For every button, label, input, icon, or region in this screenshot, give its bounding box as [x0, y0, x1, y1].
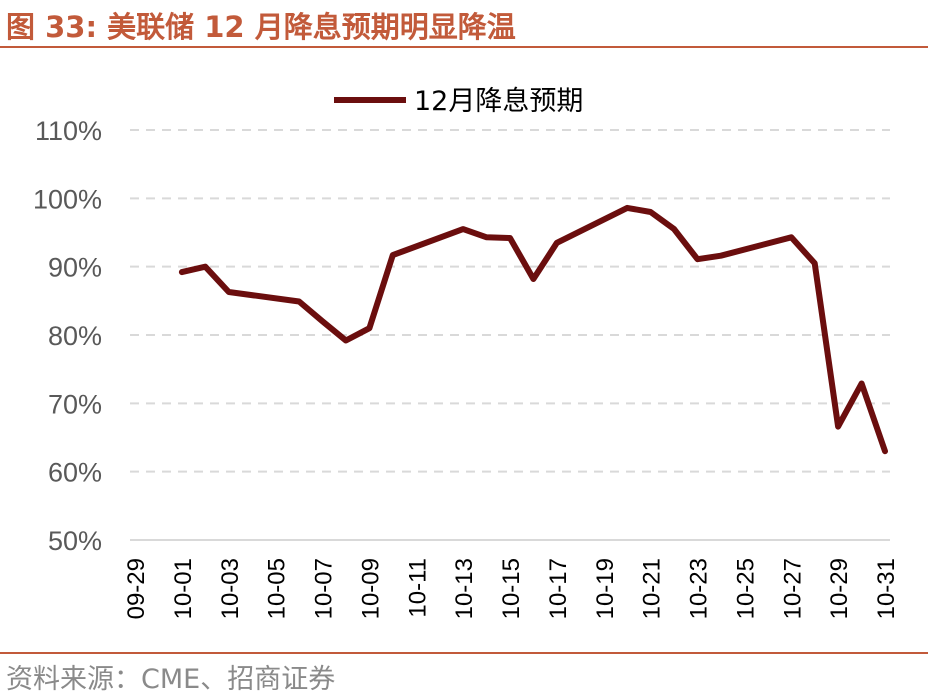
x-tick-label: 10-27	[779, 558, 806, 619]
x-tick-label: 10-07	[311, 558, 338, 619]
y-axis-ticks: 50% 60% 70% 80% 90% 100% 110%	[33, 116, 102, 556]
x-tick-label: 10-15	[498, 558, 525, 619]
x-tick-label: 10-09	[357, 558, 384, 619]
x-tick-label: 10-19	[592, 558, 619, 619]
y-tick-label: 100%	[33, 184, 102, 214]
source-note: 资料来源：CME、招商证券	[6, 664, 336, 695]
legend: 12月降息预期	[334, 86, 583, 117]
x-tick-label: 09-29	[123, 558, 150, 619]
y-tick-label: 50%	[48, 526, 102, 556]
x-tick-label: 10-03	[217, 558, 244, 619]
top-divider	[0, 46, 928, 48]
line-chart: 50% 60% 70% 80% 90% 100% 110% 09-29 10-01 10-03 1…	[33, 86, 900, 619]
x-tick-label: 10-17	[545, 558, 572, 619]
y-tick-label: 60%	[48, 458, 102, 488]
x-tick-label: 10-25	[732, 558, 759, 619]
x-tick-label: 10-21	[639, 558, 666, 619]
y-tick-label: 90%	[48, 253, 102, 283]
x-axis-ticks: 09-29 10-01 10-03 10-05 10-07 10-09 10-11 10-13…	[123, 558, 900, 619]
x-tick-label: 10-31	[873, 558, 900, 619]
x-tick-label: 10-13	[451, 558, 478, 619]
y-tick-label: 110%	[35, 116, 102, 146]
y-tick-label: 70%	[48, 389, 102, 419]
x-tick-label: 10-29	[826, 558, 853, 619]
x-tick-label: 10-23	[686, 558, 713, 619]
gridlines	[130, 129, 890, 473]
x-tick-label: 10-05	[264, 558, 291, 619]
x-tick-label: 10-11	[404, 558, 431, 618]
chart-title: 图 33: 美联储 12 月降息预期明显降温	[6, 10, 516, 44]
x-tick-label: 10-01	[170, 558, 197, 619]
bottom-divider	[0, 652, 928, 654]
legend-label: 12月降息预期	[414, 86, 583, 117]
series-line	[178, 204, 888, 455]
y-tick-label: 80%	[48, 321, 102, 351]
